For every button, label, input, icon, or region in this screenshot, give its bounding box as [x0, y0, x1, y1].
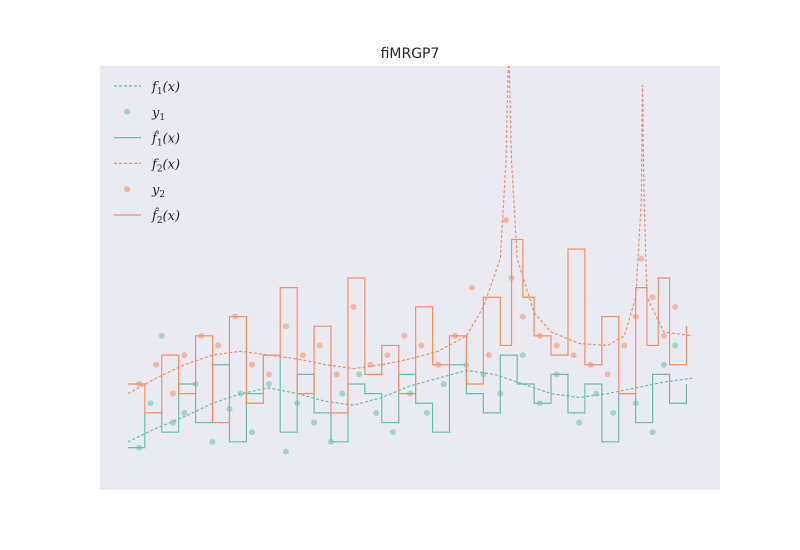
series-2-point — [237, 390, 244, 397]
series-5-point — [553, 342, 560, 349]
series-2-point — [158, 332, 165, 339]
series-2-point — [593, 390, 600, 397]
legend-item-6: f̂2(x) — [114, 207, 180, 226]
legend-label: y2 — [151, 183, 165, 200]
series-2-point — [209, 438, 216, 445]
series-5-point — [316, 342, 323, 349]
series-5-point — [660, 332, 667, 339]
series-5-point — [649, 294, 656, 301]
plot-area — [100, 66, 720, 490]
series-2-point — [373, 409, 380, 416]
series-2-point — [181, 409, 188, 416]
series-5-point — [153, 361, 160, 368]
legend-item-1: f1(x) — [114, 80, 180, 97]
series-5-point — [282, 323, 289, 330]
legend-item-4: f2(x) — [114, 157, 180, 174]
series-2-point — [576, 419, 583, 426]
series-5-point — [638, 255, 645, 262]
series-2-point — [649, 429, 656, 436]
series-5-point — [384, 352, 391, 359]
series-2-point — [672, 342, 679, 349]
series-2-point — [249, 429, 256, 436]
legend-item-5: y2 — [124, 183, 165, 200]
series-5-point — [215, 342, 222, 349]
series-2-point — [311, 419, 318, 426]
legend-label: f1(x) — [151, 80, 180, 97]
series-2-point — [339, 390, 346, 397]
series-2-point — [440, 381, 447, 387]
legend-marker — [124, 186, 130, 193]
legend-marker — [124, 108, 130, 115]
chart-marks — [127, 66, 693, 455]
series-6-predicted-line — [127, 238, 688, 424]
series-5-point — [485, 352, 492, 359]
series-5-point — [170, 390, 177, 397]
series-2-point — [519, 352, 526, 359]
series-5-point — [672, 303, 679, 310]
series-5-point — [401, 332, 408, 339]
series-5-point — [181, 352, 188, 359]
series-5-point — [333, 371, 340, 378]
series-2-point — [660, 361, 667, 368]
series-2-point — [147, 400, 154, 407]
series-5-point — [570, 352, 577, 359]
legend: f1(x) y1 f̂1(x) f2(x) y2 f̂2(x) — [114, 80, 180, 226]
series-2-point — [390, 429, 397, 436]
legend-label: y1 — [151, 106, 165, 123]
series-2-point — [282, 448, 289, 455]
series-5-point — [265, 371, 272, 378]
series-5-point — [519, 313, 526, 320]
series-5-point — [604, 371, 611, 378]
series-2-point — [170, 419, 177, 426]
series-2-point — [356, 371, 363, 378]
legend-label: f̂2(x) — [151, 207, 180, 226]
series-5-point — [418, 342, 425, 349]
series-5-point — [350, 303, 357, 310]
legend-label: f̂1(x) — [151, 130, 180, 149]
series-5-point — [502, 217, 509, 224]
series-2-point — [265, 381, 272, 387]
series-5-point — [469, 284, 476, 291]
series-2-point — [610, 409, 617, 416]
chart-title: fiMRGP7 — [381, 46, 440, 62]
series-5-point — [249, 361, 256, 368]
legend-item-3: f̂1(x) — [114, 130, 180, 149]
series-5-point — [621, 342, 628, 349]
series-5-point — [367, 361, 374, 368]
series-2-point — [423, 409, 430, 416]
legend-label: f2(x) — [151, 157, 180, 174]
legend-item-2: y1 — [124, 106, 165, 123]
series-5-point — [299, 352, 306, 359]
